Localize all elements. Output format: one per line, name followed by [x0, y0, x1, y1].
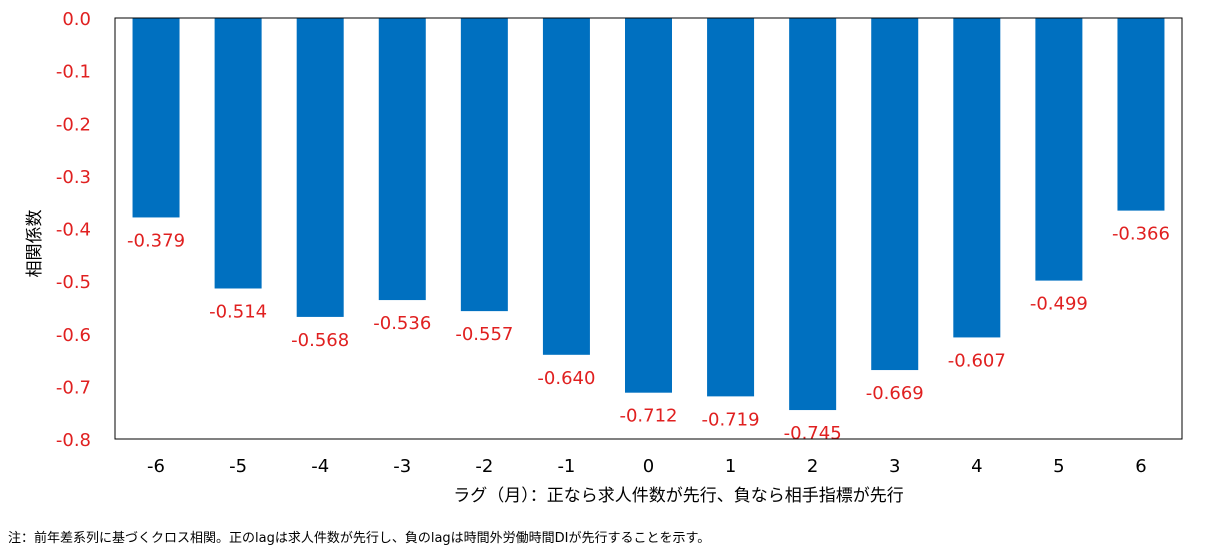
bar: [214, 18, 262, 289]
x-tick-label: 0: [643, 456, 654, 477]
x-tick-label: -4: [311, 456, 329, 477]
data-labels: -0.379 -0.514 -0.568 -0.536 -0.557 -0.640 -0.7…: [127, 224, 1170, 444]
bar: [378, 18, 426, 301]
y-tick-label: -0.3: [56, 167, 91, 188]
bar-value-label: -0.607: [948, 350, 1006, 371]
bar-value-label: -0.640: [537, 368, 595, 389]
bar: [296, 18, 344, 317]
bar-value-label: -0.514: [209, 301, 267, 322]
bar: [953, 18, 1001, 338]
bar: [460, 18, 508, 312]
y-tick-label: -0.7: [56, 377, 91, 398]
y-axis-title: 相関係数: [25, 210, 45, 278]
bar: [1035, 18, 1083, 281]
x-tick-label: 6: [1135, 456, 1146, 477]
bar-value-label: -0.712: [619, 406, 677, 427]
bar: [1117, 18, 1165, 211]
plot-area-frame: [114, 17, 1183, 440]
y-axis-ticks: 0.0 -0.1 -0.2 -0.3 -0.4 -0.5 -0.6 -0.7 -0.8: [56, 9, 91, 451]
x-tick-label: 5: [1053, 456, 1064, 477]
x-tick-label: -3: [393, 456, 411, 477]
bar-value-label: -0.745: [784, 423, 842, 444]
bar-value-label: -0.557: [455, 324, 513, 345]
x-tick-label: -2: [475, 456, 493, 477]
x-tick-label: 2: [807, 456, 818, 477]
y-tick-label: -0.1: [56, 62, 91, 83]
bar: [871, 18, 919, 371]
x-tick-label: -5: [229, 456, 247, 477]
x-tick-label: -6: [147, 456, 165, 477]
y-tick-label: -0.2: [56, 114, 91, 135]
bar: [542, 18, 590, 355]
y-tick-label: -0.5: [56, 272, 91, 293]
x-tick-label: 4: [971, 456, 982, 477]
bar-value-label: -0.536: [373, 313, 431, 334]
x-axis-title: ラグ（月）：正なら求人件数が先行、負なら相手指標が先行: [453, 486, 904, 506]
y-tick-label: 0.0: [62, 9, 91, 30]
x-tick-label: -1: [557, 456, 575, 477]
bar: [132, 18, 180, 218]
y-tick-label: -0.6: [56, 325, 91, 346]
bar-value-label: -0.568: [291, 330, 349, 351]
bar-value-label: -0.669: [866, 383, 924, 404]
bar-series: [132, 18, 1165, 411]
x-tick-label: 3: [889, 456, 900, 477]
x-axis-ticks: -6 -5 -4 -3 -2 -1 0 1 2 3 4 5 6: [147, 456, 1147, 477]
footnote: 注：前年差系列に基づくクロス相関。正のlagは求人件数が先行し、負のlagは時間…: [8, 531, 711, 546]
bar: [707, 18, 755, 397]
bar-value-label: -0.719: [702, 409, 760, 430]
bar-value-label: -0.499: [1030, 294, 1088, 315]
y-tick-label: -0.8: [56, 430, 91, 451]
bar: [625, 18, 672, 393]
x-tick-label: 1: [725, 456, 736, 477]
bar: [789, 18, 837, 411]
bar-value-label: -0.366: [1112, 224, 1170, 245]
bar-value-label: -0.379: [127, 230, 185, 251]
y-tick-label: -0.4: [56, 220, 91, 241]
